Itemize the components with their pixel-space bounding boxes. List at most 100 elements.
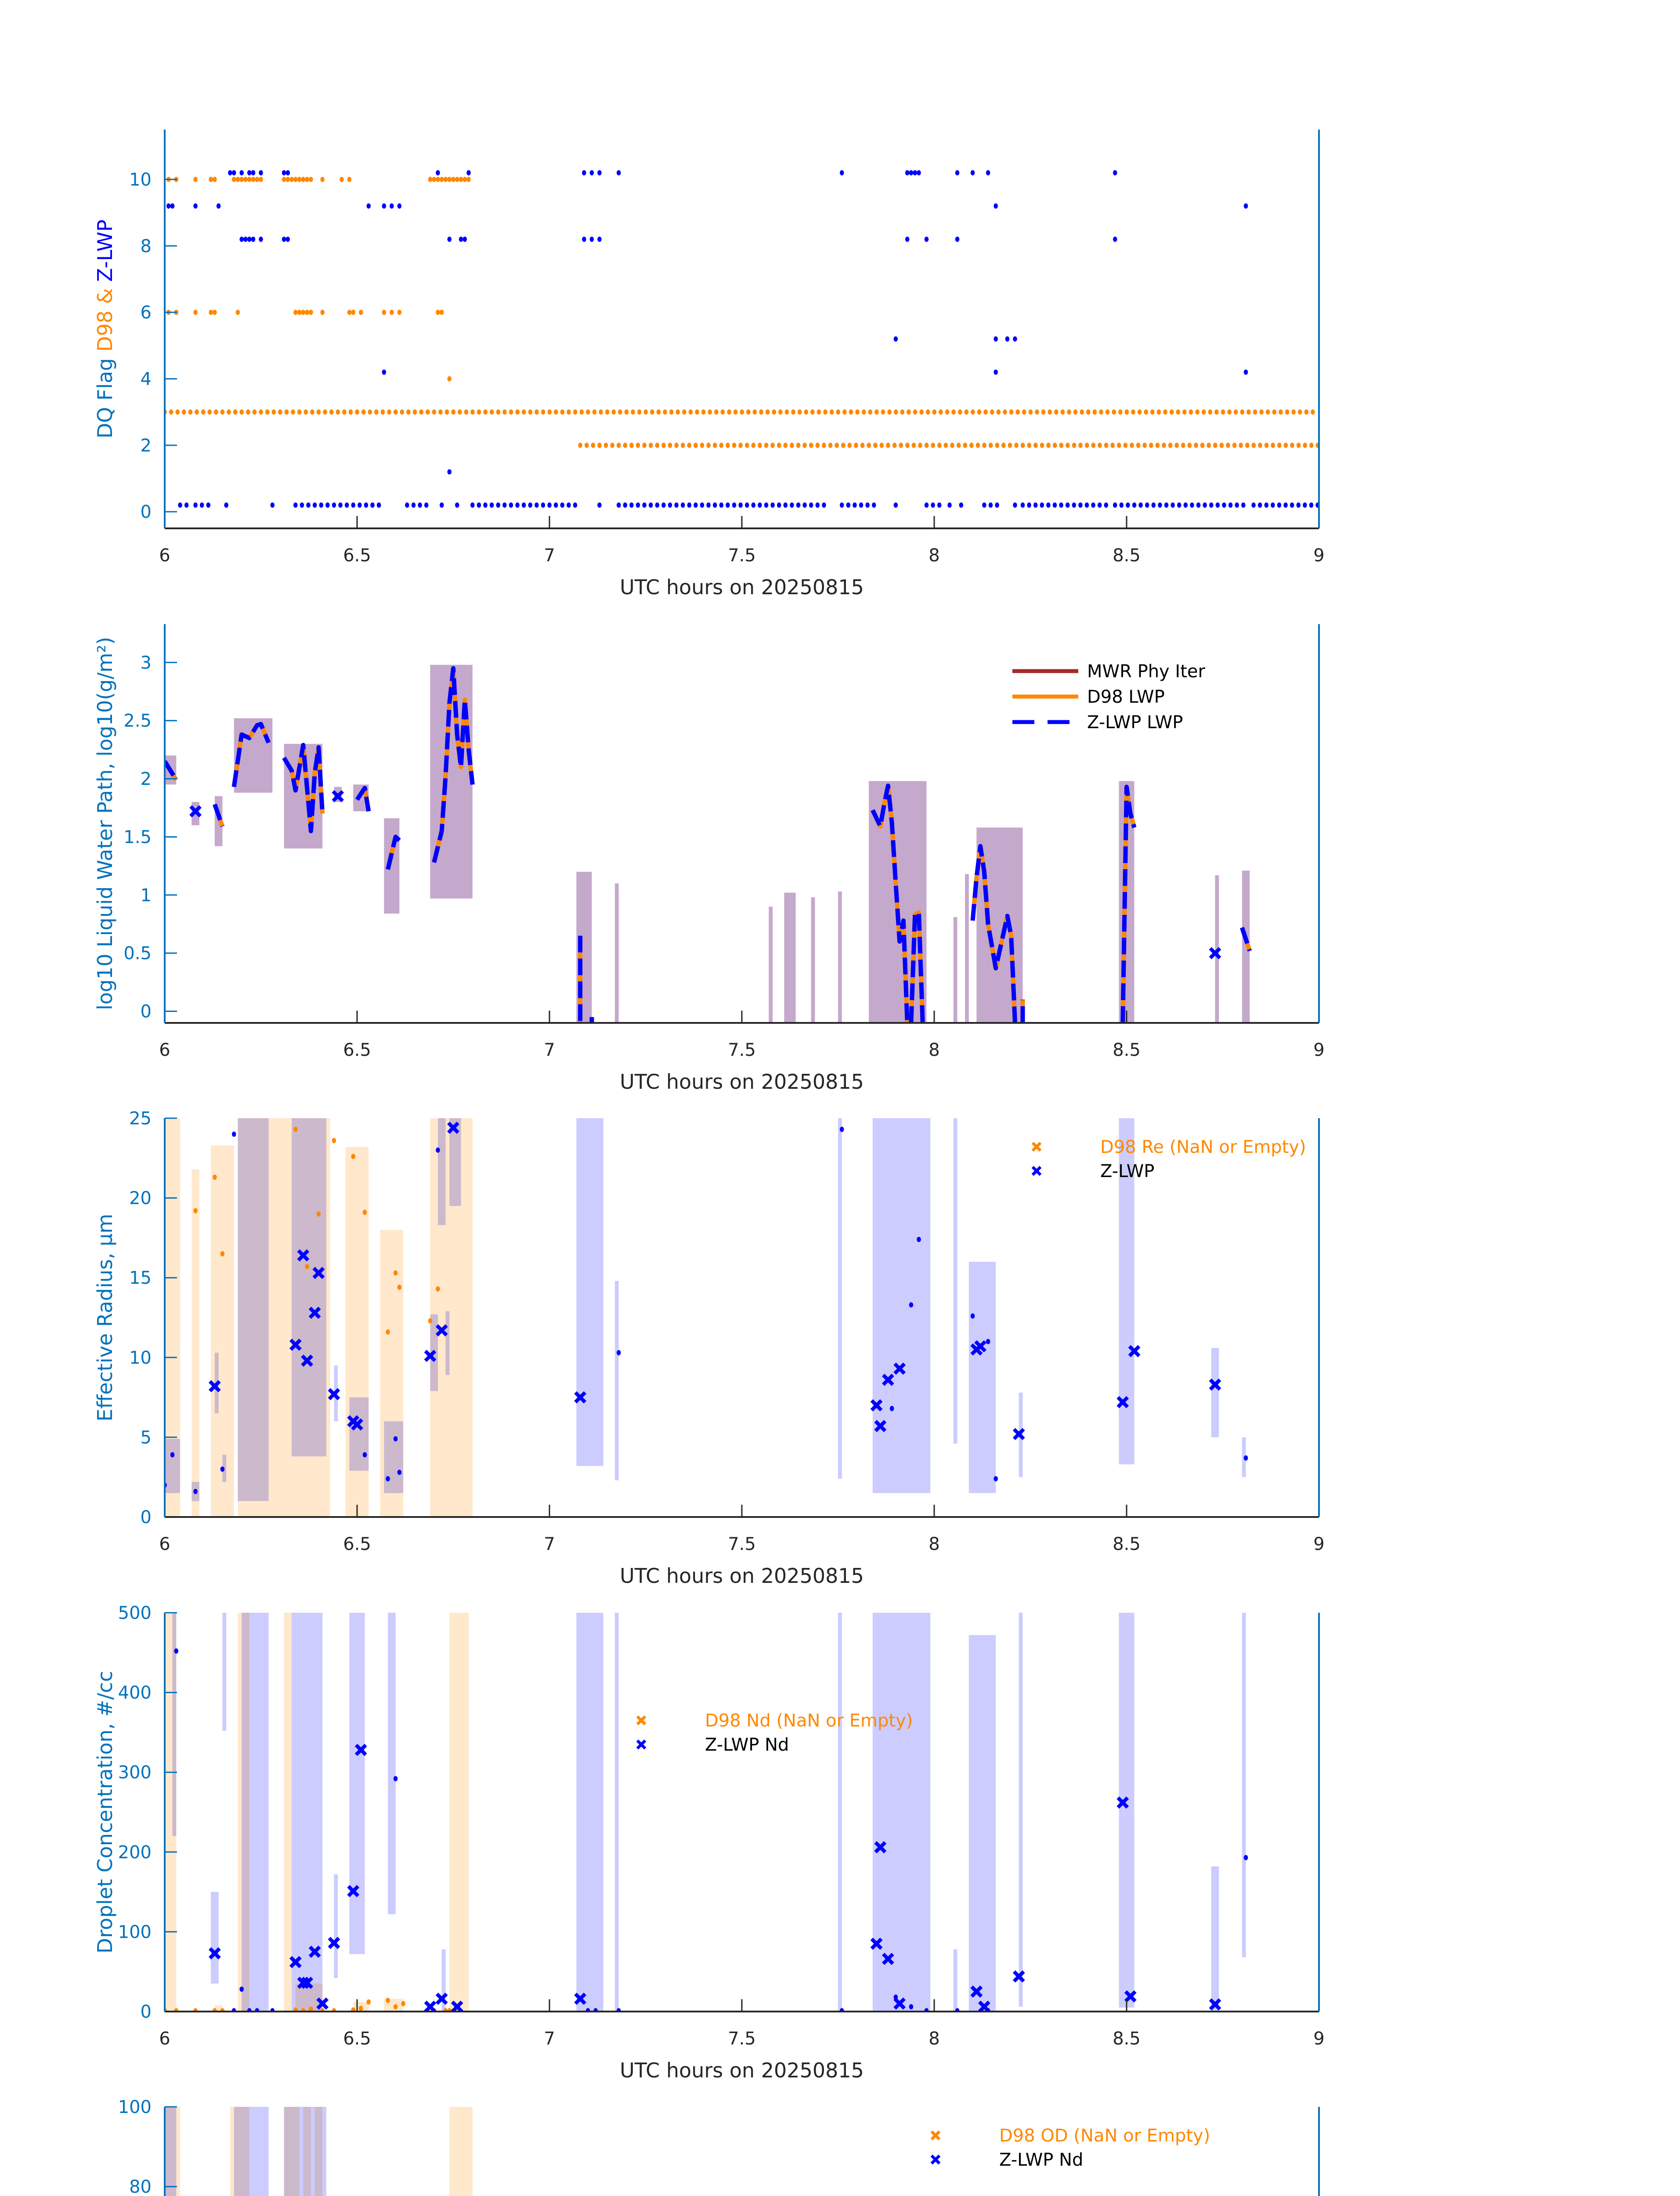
dq-point-z-lwp-flag0 [496, 502, 501, 508]
zlwp-uncertainty-band [388, 1613, 396, 1914]
d98-point [393, 1270, 398, 1276]
d98-point [351, 1154, 356, 1159]
dq-point-d98-flag3 [195, 409, 199, 415]
dq-point-d98-flag2 [610, 442, 614, 448]
dq-point-d98-flag2 [892, 442, 897, 448]
dq-point-z-lwp [259, 170, 263, 176]
dq-point-d98-flag3 [631, 409, 635, 415]
dq-point-z-lwp-flag0 [982, 502, 986, 508]
d98-point [213, 1174, 217, 1180]
dq-point-z-lwp-flag0 [846, 502, 851, 508]
zlwp-marker [301, 1976, 314, 1989]
dq-point-d98-flag2 [828, 442, 833, 448]
dq-point-d98-flag2 [1168, 442, 1173, 448]
dq-point-z-lwp [466, 170, 471, 176]
dq-point-z-lwp-flag0 [424, 502, 429, 508]
dq-point-d98-flag2 [1110, 442, 1115, 448]
dq-point-d98-flag3 [919, 409, 924, 415]
plot-area [165, 1118, 1248, 1517]
dq-point-z-lwp [582, 236, 586, 242]
y-tick-label: 6 [141, 303, 152, 323]
dq-point-d98-flag3 [893, 409, 898, 415]
dq-point-z-lwp [447, 236, 452, 242]
d98-point [362, 1210, 367, 1215]
x-axis-label: UTC hours on 20250815 [620, 1564, 864, 1588]
dq-point-d98-flag3 [387, 409, 391, 415]
dq-point-z-lwp-flag0 [839, 502, 844, 508]
d98-point [332, 1138, 336, 1143]
dq-point-z-lwp-flag0 [777, 502, 781, 508]
zlwp-marker [328, 1936, 340, 1949]
dq-point-z-lwp [251, 236, 256, 242]
dq-point-z-lwp-flag0 [502, 502, 507, 508]
dq-point-d98-flag3 [887, 409, 892, 415]
dq-point-d98-flag2 [1116, 442, 1121, 448]
dq-point-d98-flag2 [1174, 442, 1179, 448]
dq-point-d98-flag3 [259, 409, 263, 415]
dq-point-d98-flag2 [700, 442, 705, 448]
dq-point-d98-flag3 [336, 409, 340, 415]
dq-point-d98-flag3 [1105, 409, 1110, 415]
dq-point-d98-flag3 [214, 409, 218, 415]
dq-point-d98 [301, 177, 306, 182]
dq-point-d98-flag2 [937, 442, 942, 448]
dq-point-d98-flag2 [1072, 442, 1077, 448]
zlwp-marker [870, 1399, 883, 1412]
dq-point-d98-flag2 [956, 442, 961, 448]
x-tick-label: 8.5 [1113, 545, 1141, 566]
zlwp-point [239, 1987, 244, 1992]
x-tick-label: 6 [159, 2029, 170, 2049]
dq-point-d98-flag3 [316, 409, 321, 415]
dq-point-z-lwp-flag0 [1072, 502, 1077, 508]
dq-point-z-lwp-flag0 [859, 502, 863, 508]
dq-point-d98-flag2 [758, 442, 762, 448]
dq-point-d98-flag3 [1176, 409, 1181, 415]
dq-point-z-lwp-flag0 [629, 502, 634, 508]
dq-point-d98-flag3 [817, 409, 821, 415]
zlwp-marker [1012, 1428, 1025, 1441]
y-tick-label: 0 [141, 502, 152, 522]
dq-point-d98-flag3 [380, 409, 385, 415]
dq-point-z-lwp-flag0 [184, 502, 189, 508]
dq-point-z-lwp-flag0 [1033, 502, 1038, 508]
zlwp-uncertainty-band [576, 1118, 603, 1466]
dq-point-z-lwp-flag0 [719, 502, 724, 508]
dq-point-z-lwp-flag0 [770, 502, 775, 508]
zlwp-marker [435, 1993, 448, 2005]
dq-point-d98-flag3 [650, 409, 654, 415]
dq-point-z-lwp-flag0 [567, 502, 571, 508]
dq-point-d98 [231, 177, 236, 182]
dq-point-z-lwp [251, 170, 256, 176]
legend-marker [1031, 1166, 1042, 1176]
dq-point-d98-flag3 [1015, 409, 1020, 415]
dq-point-d98-flag3 [175, 409, 180, 415]
dq-point-d98-flag2 [1040, 442, 1044, 448]
dq-point-z-lwp-flag0 [1113, 502, 1117, 508]
dq-point-z-lwp [1005, 336, 1010, 342]
dq-point-d98-flag2 [1136, 442, 1141, 448]
dq-point-d98-flag3 [925, 409, 930, 415]
dq-point-z-lwp [285, 170, 290, 176]
dq-point-z-lwp [459, 236, 463, 242]
dq-point-d98-flag3 [592, 409, 597, 415]
dq-point-z-lwp-flag0 [668, 502, 672, 508]
y-tick-label: 10 [129, 170, 152, 190]
zlwp-point [393, 1436, 398, 1442]
zlwp-lwp-marker [189, 805, 202, 818]
dq-point-d98-flag3 [599, 409, 603, 415]
x-tick-label: 7 [544, 1040, 555, 1060]
zlwp-lwp-line [909, 910, 925, 1023]
dq-point-d98-flag2 [616, 442, 621, 448]
dq-point-d98-flag3 [1304, 409, 1309, 415]
dq-point-d98-flag3 [1233, 409, 1238, 415]
dq-point-d98 [462, 177, 467, 182]
y-tick-label: 100 [118, 2097, 152, 2117]
dq-point-d98-flag3 [1035, 409, 1039, 415]
dq-point-d98-flag3 [1189, 409, 1193, 415]
zlwp-marker [308, 1945, 321, 1958]
dq-point-d98-flag3 [1067, 409, 1071, 415]
dq-point-d98-flag2 [1123, 442, 1128, 448]
dq-point-d98-flag3 [457, 409, 462, 415]
dq-point-z-lwp-flag0 [206, 502, 211, 508]
dq-point-d98 [347, 310, 352, 315]
